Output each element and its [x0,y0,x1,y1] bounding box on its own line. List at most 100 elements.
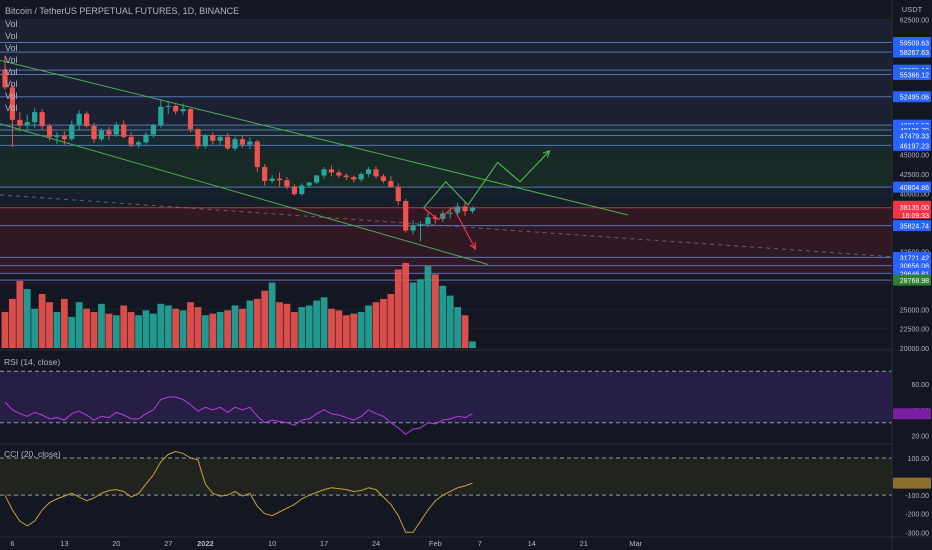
level-label-bg[interactable] [893,91,931,103]
dashed-trend-line[interactable] [0,194,893,258]
trend-line-lower[interactable] [0,123,489,265]
candle[interactable] [373,166,379,179]
level-label[interactable]: 55366.12 [900,73,929,80]
time-axis[interactable]: 6 13 20 27 2022 10 17 24 Feb 7 14 21 Mar [0,536,932,548]
price-axis[interactable]: USDT62500.0045000.0042500.0040000.003250… [891,0,932,550]
level-label-bg[interactable] [893,139,931,151]
candle[interactable] [9,85,16,147]
candle[interactable] [32,108,38,128]
candle[interactable] [254,139,260,172]
candle[interactable] [432,214,438,224]
candle[interactable] [225,133,231,151]
level-label[interactable]: 31721.42 [900,255,929,262]
cci-line[interactable] [4,451,473,533]
candle[interactable] [469,206,476,214]
volume-label[interactable]: Vol [5,55,18,65]
candle[interactable] [351,175,357,183]
candle[interactable] [106,126,112,140]
volume-label[interactable]: Vol [5,79,18,89]
volume-label[interactable]: Vol [5,19,18,29]
candle[interactable] [343,173,349,181]
level-label-bg[interactable] [893,129,931,141]
rsi-line[interactable] [4,396,473,435]
projection_down-path[interactable] [423,206,476,250]
level-label-bg[interactable] [893,36,931,48]
candle[interactable] [328,165,335,177]
volume-label[interactable]: Vol [5,91,18,101]
current-price-bg[interactable] [893,200,931,219]
candle[interactable] [291,184,297,196]
candle[interactable] [358,172,364,182]
rsi-pane[interactable] [0,349,932,435]
level-label[interactable]: 52495.06 [900,95,929,102]
candle[interactable] [462,201,468,216]
candle[interactable] [262,163,268,186]
level-label[interactable]: 28768.98 [900,278,929,285]
trend-lines[interactable] [0,59,893,265]
cci-label[interactable]: CCI (20, close) [4,449,61,459]
volume-label[interactable]: Vol [5,43,18,53]
candle[interactable] [150,123,156,138]
candle[interactable] [395,183,401,205]
candle[interactable] [403,198,409,233]
candle[interactable] [128,132,134,147]
candle[interactable] [165,101,171,114]
candle[interactable] [187,108,194,133]
level-label[interactable]: 30656.08 [900,264,929,271]
level-label-bg[interactable] [893,46,931,58]
level-label-bg[interactable] [893,69,931,81]
candle[interactable] [314,174,320,185]
candle[interactable] [336,170,342,178]
candle[interactable] [388,176,394,188]
projection-arrows[interactable] [423,149,551,251]
candle[interactable] [321,167,327,179]
trend-line-upper[interactable] [0,59,629,216]
candle[interactable] [202,133,208,149]
candles[interactable] [2,55,476,242]
candle[interactable] [380,174,387,184]
rsi-label[interactable]: RSI (14, close) [4,357,61,367]
projection_up-path[interactable] [423,150,551,209]
candle[interactable] [76,110,82,131]
candle[interactable] [69,120,75,141]
volume-label[interactable]: Vol [5,31,18,41]
candle[interactable] [91,122,97,144]
candle[interactable] [269,174,275,184]
candle[interactable] [24,114,30,131]
level-label[interactable]: 40804.86 [900,185,929,192]
candle[interactable] [276,172,283,187]
candle[interactable] [299,183,305,196]
candle[interactable] [158,100,164,128]
candle[interactable] [239,136,246,148]
candle[interactable] [455,202,461,215]
level-label[interactable]: 35824.74 [900,224,929,231]
candle[interactable] [284,177,290,190]
candle[interactable] [217,135,223,146]
candle[interactable] [143,132,149,145]
candle[interactable] [173,104,179,115]
candle[interactable] [232,136,238,151]
candle[interactable] [121,120,127,139]
volume-label[interactable]: Vol [5,67,18,77]
candle[interactable] [410,220,416,235]
level-label-bg[interactable] [893,181,931,193]
candle[interactable] [39,109,45,130]
level-label[interactable]: 47479.33 [900,133,929,140]
level-label[interactable]: 59509.63 [900,40,929,47]
candle[interactable] [113,122,119,137]
candle[interactable] [84,111,90,128]
candle[interactable] [135,140,142,148]
current-price-label[interactable]: 38135.00 [900,205,929,212]
candle[interactable] [195,127,201,150]
volume-label[interactable]: Vol [5,103,18,113]
level-label[interactable]: 46197.23 [900,143,929,150]
candle[interactable] [425,212,431,228]
candle[interactable] [247,137,253,150]
candle[interactable] [98,128,105,142]
candle[interactable] [417,221,424,242]
candle[interactable] [365,167,372,178]
cci-pane[interactable] [0,443,932,533]
candle[interactable] [54,132,60,144]
candle[interactable] [210,132,216,145]
